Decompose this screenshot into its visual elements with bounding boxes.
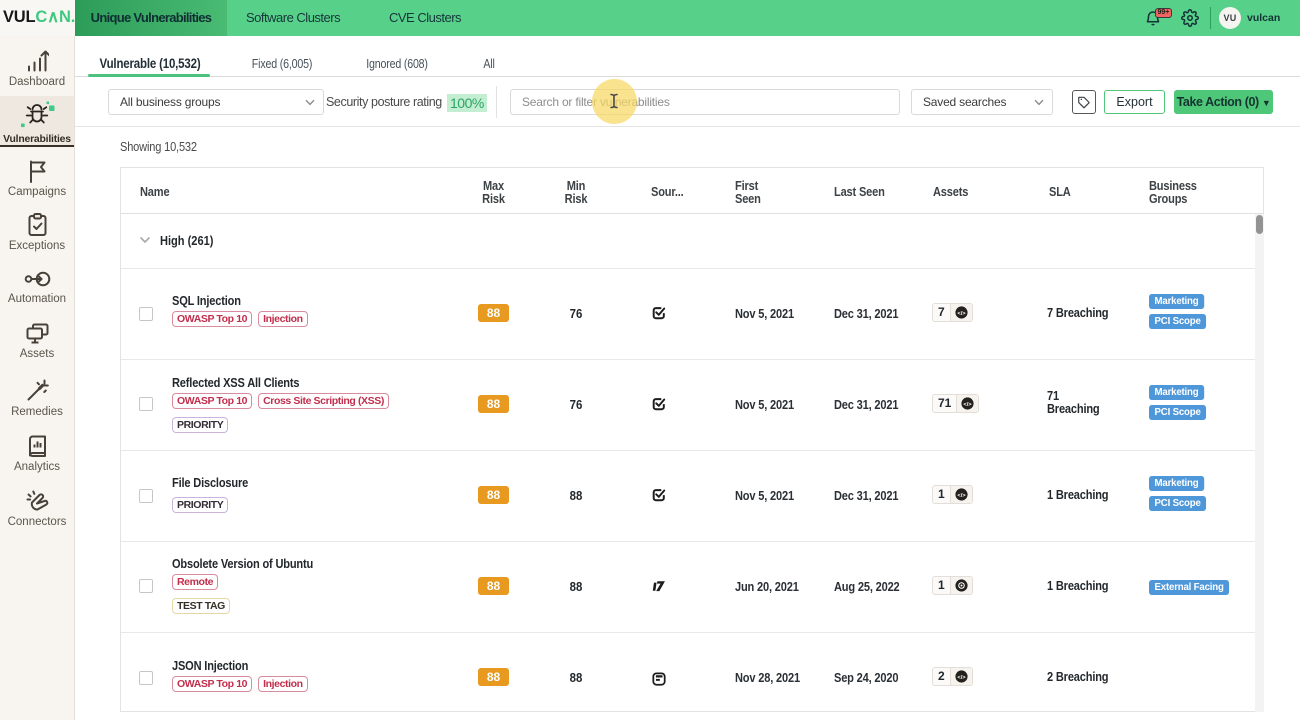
svg-text:</>: </> [957, 675, 966, 681]
svg-text:</>: </> [957, 493, 966, 499]
svg-text:</>: </> [964, 402, 973, 408]
svg-text:</>: </> [957, 311, 966, 317]
